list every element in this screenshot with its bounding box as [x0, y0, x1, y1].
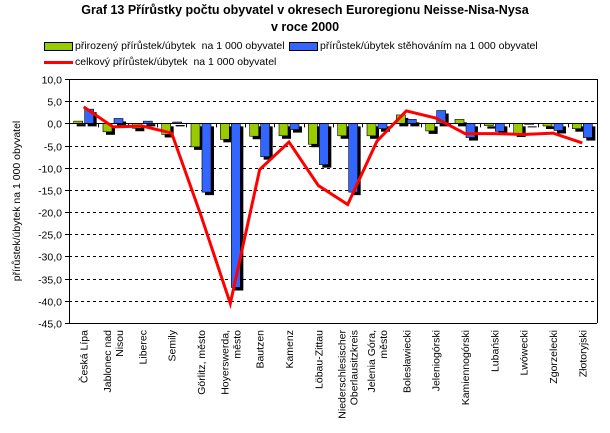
x-category-label: Löbau-Zittau [313, 330, 325, 389]
bar-natural [249, 123, 259, 137]
series-line-total [82, 105, 583, 310]
bar-shadow [458, 122, 467, 127]
bar-shadow [487, 126, 497, 129]
y-tick-labels: 10,0 5,0 0,0 -5,0 -10,0 -15,0 -20,0 -25,0 -30,0 -… [38, 75, 62, 331]
bar-natural [454, 119, 465, 124]
x-category-label: Česká Lípa [78, 330, 91, 383]
y-tick-label: -45,0 [38, 319, 62, 331]
legend-label-natural: přirozený přírůstek/úbytek na 1 000 obyv… [75, 40, 285, 52]
x-category-label: Görlitz, město [196, 330, 208, 395]
x-category-label: město [231, 330, 243, 359]
bar-migration [319, 123, 329, 165]
bar-migration [553, 123, 564, 131]
legend-swatch-natural [44, 41, 73, 51]
x-category-label: Jeleniogórski [431, 330, 443, 391]
bar-shadow [135, 126, 145, 132]
bar-migration [377, 123, 388, 129]
x-category-label: Liberec [137, 330, 149, 364]
x-category-label: Hoyerswerda, [219, 330, 231, 395]
x-category-label: Nisou [114, 330, 126, 357]
bar-migration [407, 119, 417, 124]
bar-shadow [546, 126, 555, 130]
y-tick-label: -30,0 [38, 252, 62, 264]
legend-swatch-total [44, 60, 73, 64]
legend-label-total: celkový přírůstek/úbytek na 1 000 obyvat… [75, 56, 277, 68]
x-category-label: Niederschlesischer [337, 329, 349, 418]
bar-shadow [381, 126, 390, 132]
legend-swatch-migration [289, 41, 318, 51]
y-tick-label: -25,0 [38, 230, 62, 242]
bar-natural [513, 123, 523, 135]
y-tick-label: -40,0 [38, 297, 62, 309]
axes [65, 79, 598, 324]
bar-natural [366, 123, 377, 137]
x-category-label: Bolesławiecki [401, 330, 413, 393]
x-category-label: Semily [167, 329, 179, 361]
y-tick-label: -20,0 [38, 208, 62, 220]
bar-migration [289, 123, 300, 130]
x-category-label: Kamiennogórski [460, 330, 472, 405]
bar-migration [113, 118, 124, 124]
chart-title: Graf 13 Přírůstky počtu obyvatel v okres… [81, 3, 529, 17]
y-tick-label: -15,0 [38, 186, 62, 198]
bar-natural [190, 123, 201, 148]
bar-shadow [175, 125, 185, 127]
x-category-label: Oberlausitzkreis [349, 330, 361, 405]
bars [73, 108, 596, 291]
y-tick-label: -5,0 [44, 142, 62, 154]
bar-natural [278, 123, 289, 137]
bar-migration [465, 123, 476, 138]
y-axis-label: přírůstek/úbytek na 1 000 obyvatel [11, 121, 23, 282]
bar-migration [201, 123, 212, 193]
x-category-label: město [378, 330, 390, 359]
x-category-labels: Česká Lípa Jablonec nad Nisou Liberec Semily… [78, 329, 590, 418]
x-category-label: Jablonec nad [102, 330, 114, 393]
legend-label-migration: přírůstek/úbytek stěhováním na 1 000 oby… [320, 40, 538, 52]
y-tick-label: 10,0 [42, 75, 63, 87]
x-category-label: Jelenia Góra, [366, 330, 378, 392]
bar-shadow [146, 124, 156, 127]
bar-shadow [527, 126, 537, 128]
bar-migration [260, 123, 270, 157]
x-category-label: Złotoryjski [577, 330, 589, 377]
bar-migration [348, 123, 358, 193]
y-tick-label: 0,0 [47, 119, 62, 131]
total-line [82, 105, 583, 310]
legend-item-migration: přírůstek/úbytek stěhováním na 1 000 oby… [289, 40, 538, 52]
bar-natural [308, 123, 318, 145]
bar-natural [572, 123, 582, 129]
legend-item-total: celkový přírůstek/úbytek na 1 000 obyvat… [44, 56, 276, 68]
bar-shadow [76, 124, 86, 127]
bar-migration [495, 123, 505, 132]
bar-shadow [575, 126, 585, 132]
bar-natural [337, 123, 347, 137]
legend-item-natural: přirozený přírůstek/úbytek na 1 000 obyv… [44, 40, 285, 52]
x-category-label: Kamenz [284, 330, 296, 369]
y-tick-label: 5,0 [47, 97, 62, 109]
bar-shadow [410, 122, 420, 127]
x-category-label: Lwówecki [519, 330, 531, 376]
x-category-label: Bautzen [255, 330, 267, 369]
chart-subtitle: v roce 2000 [270, 20, 340, 34]
x-category-label: Zgorzelecki [548, 330, 560, 384]
bar-natural [220, 123, 230, 140]
x-category-label: Lubański [489, 330, 501, 372]
bar-natural [425, 123, 435, 132]
y-tick-label: -35,0 [38, 275, 62, 287]
bar-migration [583, 123, 593, 138]
y-tick-label: -10,0 [38, 164, 62, 176]
